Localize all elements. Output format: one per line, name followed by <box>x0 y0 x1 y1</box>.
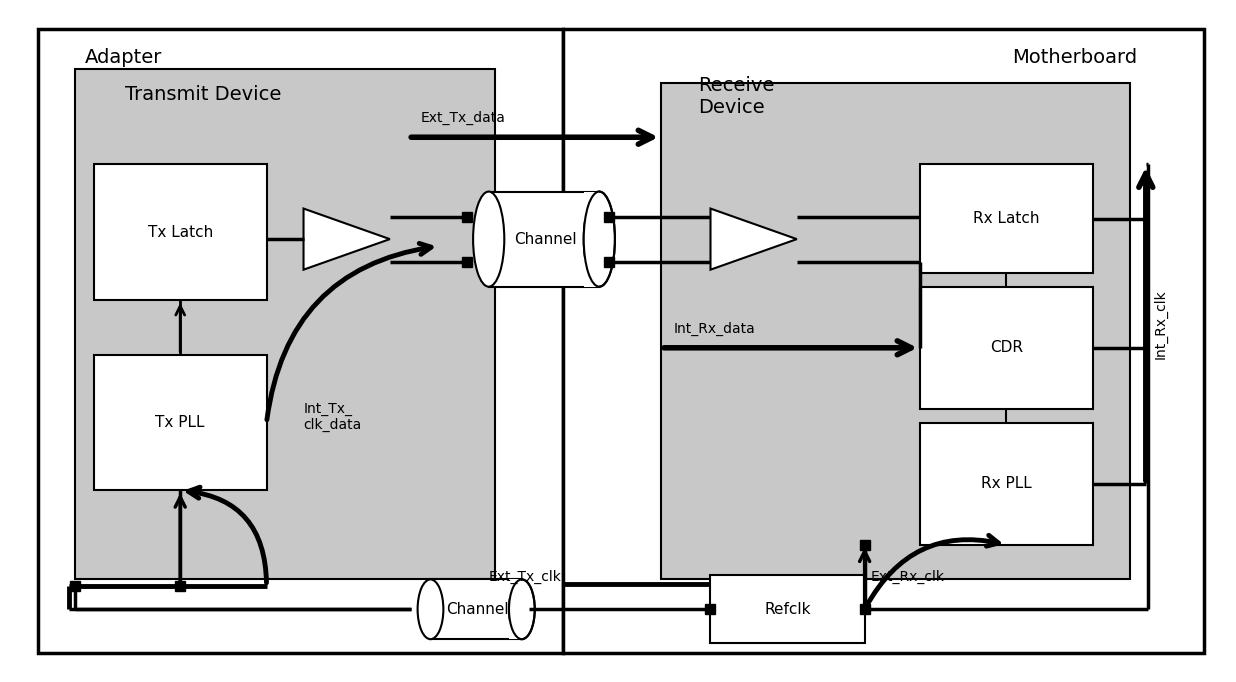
Text: CDR: CDR <box>990 340 1023 355</box>
FancyBboxPatch shape <box>583 192 599 286</box>
FancyBboxPatch shape <box>430 580 522 639</box>
Text: Tx PLL: Tx PLL <box>156 415 205 430</box>
FancyBboxPatch shape <box>38 29 562 653</box>
FancyBboxPatch shape <box>920 286 1093 409</box>
FancyBboxPatch shape <box>75 70 494 579</box>
Text: Refclk: Refclk <box>764 602 811 617</box>
FancyBboxPatch shape <box>920 164 1093 273</box>
Text: Rx PLL: Rx PLL <box>981 476 1032 491</box>
Text: Ext_Tx_clk: Ext_Tx_clk <box>488 569 561 584</box>
FancyBboxPatch shape <box>509 580 522 639</box>
Text: Ext_Tx_data: Ext_Tx_data <box>420 111 506 125</box>
Polygon shape <box>711 209 797 269</box>
FancyBboxPatch shape <box>920 423 1093 545</box>
FancyBboxPatch shape <box>488 192 599 286</box>
Text: Channel: Channel <box>514 232 577 247</box>
Ellipse shape <box>509 580 535 639</box>
Ellipse shape <box>473 192 504 286</box>
Text: Int_Rx_data: Int_Rx_data <box>674 322 755 336</box>
Text: Channel: Channel <box>446 602 509 617</box>
Polygon shape <box>304 209 389 269</box>
Text: Int_Tx_
clk_data: Int_Tx_ clk_data <box>304 402 362 432</box>
FancyBboxPatch shape <box>94 355 267 490</box>
FancyArrowPatch shape <box>188 487 267 582</box>
Text: Ext_Rx_clk: Ext_Rx_clk <box>871 569 944 584</box>
FancyBboxPatch shape <box>711 576 865 643</box>
Ellipse shape <box>418 580 444 639</box>
Text: Adapter: Adapter <box>85 48 163 67</box>
Text: Tx Latch: Tx Latch <box>147 225 213 240</box>
Text: Transmit Device: Transmit Device <box>125 85 281 104</box>
FancyBboxPatch shape <box>562 29 1204 653</box>
FancyBboxPatch shape <box>661 83 1130 579</box>
Ellipse shape <box>583 192 616 286</box>
Text: Rx Latch: Rx Latch <box>973 211 1039 226</box>
FancyArrowPatch shape <box>866 535 999 607</box>
Text: Int_Rx_clk: Int_Rx_clk <box>1153 289 1168 359</box>
FancyBboxPatch shape <box>94 164 267 300</box>
Text: Receive
Device: Receive Device <box>698 76 775 117</box>
Text: Motherboard: Motherboard <box>1012 48 1137 67</box>
FancyArrowPatch shape <box>267 243 431 419</box>
